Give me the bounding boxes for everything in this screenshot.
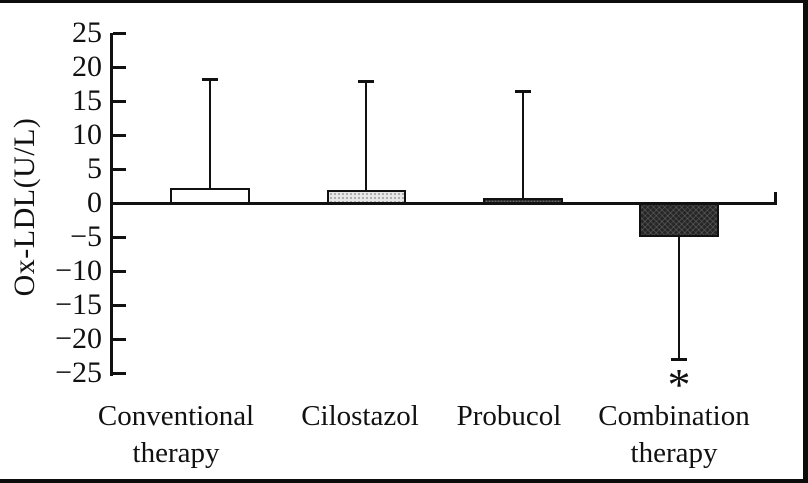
x-label-cilostazol: Cilostazol — [301, 400, 419, 432]
significance-asterisk: * — [667, 359, 691, 410]
y-tick-label: 25 — [72, 16, 102, 49]
y-tick-5 — [113, 168, 126, 171]
x-label-probucol: Probucol — [456, 400, 562, 432]
error-bar-stem-combination — [678, 237, 680, 358]
y-tick-label: −15 — [55, 288, 102, 321]
y-tick-label: −25 — [55, 356, 102, 389]
x-axis-end-tick — [774, 192, 777, 204]
x-label-conventional-therapy: Conventional therapy — [97, 400, 255, 469]
y-tick-label: −10 — [55, 254, 102, 287]
bar-cilostazol — [327, 190, 406, 205]
error-bar-stem-cilostazol — [365, 83, 367, 190]
y-tick-label: −20 — [55, 322, 102, 355]
y-tick-20 — [113, 66, 126, 69]
y-tick-neg15 — [113, 304, 126, 307]
y-tick-label: 10 — [72, 118, 102, 151]
y-tick-neg20 — [113, 338, 126, 341]
error-bar-stem-conventional — [209, 81, 211, 188]
y-tick-neg5 — [113, 236, 126, 239]
y-tick-25 — [113, 32, 126, 35]
y-tick-neg25 — [113, 372, 126, 375]
y-tick-15 — [113, 100, 126, 103]
error-bar-stem-probucol — [522, 93, 524, 203]
page-edge-right — [803, 0, 808, 483]
y-tick-label: 15 — [72, 84, 102, 117]
x-label-combination-therapy: Combination therapy — [598, 400, 750, 469]
page-edge-bottom — [0, 479, 808, 483]
y-tick-label: 5 — [87, 152, 102, 185]
y-tick-label: −5 — [70, 220, 102, 253]
error-bar-cap-probucol — [515, 90, 531, 93]
y-tick-label: 20 — [72, 50, 102, 83]
bar-combination-therapy — [639, 203, 719, 237]
page-edge-top — [0, 0, 808, 3]
y-tick-neg10 — [113, 270, 126, 273]
error-bar-cap-combination — [671, 358, 687, 361]
x-axis-line — [110, 202, 777, 205]
error-bar-cap-conventional — [202, 78, 218, 81]
y-tick-10 — [113, 134, 126, 137]
error-bar-cap-cilostazol — [358, 80, 374, 83]
y-tick-label: 0 — [87, 186, 102, 219]
